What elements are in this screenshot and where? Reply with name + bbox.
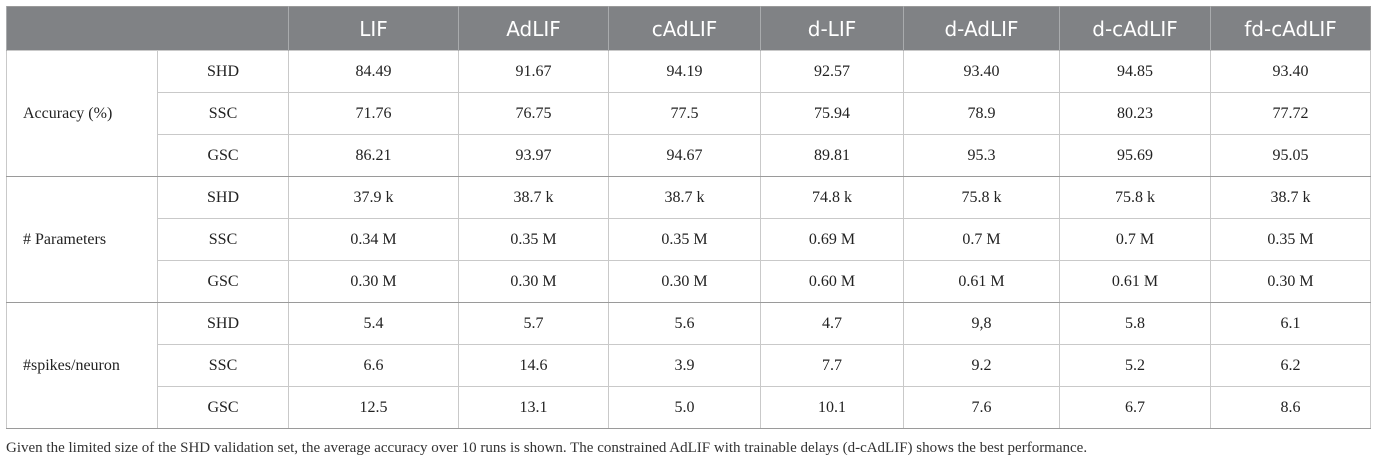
cell: 13.1 bbox=[458, 386, 609, 429]
column-header: cAdLIF bbox=[608, 6, 761, 51]
cell: 7.6 bbox=[903, 386, 1060, 429]
column-header: fd-cAdLIF bbox=[1210, 6, 1371, 51]
group-label: Accuracy (%) bbox=[6, 50, 158, 177]
column-header: d-LIF bbox=[760, 6, 904, 51]
table-body: Accuracy (%) SHD 84.49 91.67 94.19 92.57 93.40… bbox=[6, 50, 1371, 429]
cell: 0.7 M bbox=[903, 218, 1060, 261]
cell: 0.34 M bbox=[288, 218, 459, 261]
cell: 6.2 bbox=[1210, 344, 1371, 387]
cell: 0.30 M bbox=[288, 260, 459, 303]
cell: 6.6 bbox=[288, 344, 459, 387]
cell: 0.30 M bbox=[1210, 260, 1371, 303]
row: SSC 6.6 14.6 3.9 7.7 9.2 5.2 6.2 bbox=[7, 344, 1371, 387]
header-blank bbox=[6, 6, 289, 51]
cell: 95.05 bbox=[1210, 134, 1371, 177]
dataset-label: SHD bbox=[157, 176, 289, 219]
group-label: #spikes/neuron bbox=[6, 302, 158, 429]
column-header: d-cAdLIF bbox=[1059, 6, 1211, 51]
cell: 3.9 bbox=[608, 344, 761, 387]
cell: 0.35 M bbox=[458, 218, 609, 261]
column-header: AdLIF bbox=[458, 6, 609, 51]
cell: 0.35 M bbox=[608, 218, 761, 261]
cell: 0.30 M bbox=[608, 260, 761, 303]
cell: 0.61 M bbox=[903, 260, 1060, 303]
cell: 80.23 bbox=[1059, 92, 1211, 135]
row: GSC 86.21 93.97 94.67 89.81 95.3 95.69 95.05 bbox=[7, 134, 1371, 177]
cell: 71.76 bbox=[288, 92, 459, 135]
cell: 76.75 bbox=[458, 92, 609, 135]
cell: 0.69 M bbox=[760, 218, 904, 261]
dataset-label: SSC bbox=[157, 218, 289, 261]
cell: 0.60 M bbox=[760, 260, 904, 303]
row: GSC 12.5 13.1 5.0 10.1 7.6 6.7 8.6 bbox=[7, 386, 1371, 429]
dataset-label: GSC bbox=[157, 386, 289, 429]
cell: 94.85 bbox=[1059, 50, 1211, 93]
cell: 94.19 bbox=[608, 50, 761, 93]
cell: 95.69 bbox=[1059, 134, 1211, 177]
cell: 84.49 bbox=[288, 50, 459, 93]
header-row: LIF AdLIF cAdLIF d-LIF d-AdLIF d-cAdLIF fd-cAd… bbox=[6, 6, 1371, 51]
results-table: LIF AdLIF cAdLIF d-LIF d-AdLIF d-cAdLIF fd-cAd… bbox=[6, 6, 1371, 429]
cell: 89.81 bbox=[760, 134, 904, 177]
cell: 12.5 bbox=[288, 386, 459, 429]
row: #spikes/neuron SHD 5.4 5.7 5.6 4.7 9,8 5.8 6.1 bbox=[6, 302, 1371, 429]
cell: 77.5 bbox=[608, 92, 761, 135]
cell: 6.1 bbox=[1210, 302, 1371, 345]
cell: 93.40 bbox=[1210, 50, 1371, 93]
cell: 75.8 k bbox=[1059, 176, 1211, 219]
cell: 0.35 M bbox=[1210, 218, 1371, 261]
cell: 0.30 M bbox=[458, 260, 609, 303]
footnote: Given the limited size of the SHD valida… bbox=[6, 440, 1088, 456]
cell: 5.0 bbox=[608, 386, 761, 429]
row: SSC 71.76 76.75 77.5 75.94 78.9 80.23 77.72 bbox=[7, 92, 1371, 135]
cell: 10.1 bbox=[760, 386, 904, 429]
cell: 38.7 k bbox=[1210, 176, 1371, 219]
dataset-label: GSC bbox=[157, 134, 289, 177]
cell: 91.67 bbox=[458, 50, 609, 93]
cell: 5.7 bbox=[458, 302, 609, 345]
cell: 9,8 bbox=[903, 302, 1060, 345]
dataset-label: SHD bbox=[157, 50, 289, 93]
cell: 8.6 bbox=[1210, 386, 1371, 429]
dataset-label: SHD bbox=[157, 302, 289, 345]
cell: 9.2 bbox=[903, 344, 1060, 387]
cell: 77.72 bbox=[1210, 92, 1371, 135]
dataset-label: SSC bbox=[157, 344, 289, 387]
column-header: LIF bbox=[288, 6, 459, 51]
cell: 78.9 bbox=[903, 92, 1060, 135]
column-header: d-AdLIF bbox=[903, 6, 1060, 51]
cell: 5.4 bbox=[288, 302, 459, 345]
dataset-label: SSC bbox=[157, 92, 289, 135]
cell: 37.9 k bbox=[288, 176, 459, 219]
cell: 4.7 bbox=[760, 302, 904, 345]
cell: 93.97 bbox=[458, 134, 609, 177]
row: Accuracy (%) SHD 84.49 91.67 94.19 92.57 93.40… bbox=[6, 50, 1371, 177]
group-label: # Parameters bbox=[6, 176, 158, 303]
cell: 92.57 bbox=[760, 50, 904, 93]
cell: 95.3 bbox=[903, 134, 1060, 177]
cell: 74.8 k bbox=[760, 176, 904, 219]
cell: 5.2 bbox=[1059, 344, 1211, 387]
cell: 7.7 bbox=[760, 344, 904, 387]
cell: 5.6 bbox=[608, 302, 761, 345]
cell: 38.7 k bbox=[458, 176, 609, 219]
cell: 75.94 bbox=[760, 92, 904, 135]
cell: 86.21 bbox=[288, 134, 459, 177]
cell: 94.67 bbox=[608, 134, 761, 177]
cell: 6.7 bbox=[1059, 386, 1211, 429]
row: SSC 0.34 M 0.35 M 0.35 M 0.69 M 0.7 M 0.7 M 0.3… bbox=[7, 218, 1371, 261]
cell: 14.6 bbox=[458, 344, 609, 387]
cell: 93.40 bbox=[903, 50, 1060, 93]
dataset-label: GSC bbox=[157, 260, 289, 303]
cell: 75.8 k bbox=[903, 176, 1060, 219]
cell: 0.7 M bbox=[1059, 218, 1211, 261]
cell: 0.61 M bbox=[1059, 260, 1211, 303]
cell: 5.8 bbox=[1059, 302, 1211, 345]
cell: 38.7 k bbox=[608, 176, 761, 219]
